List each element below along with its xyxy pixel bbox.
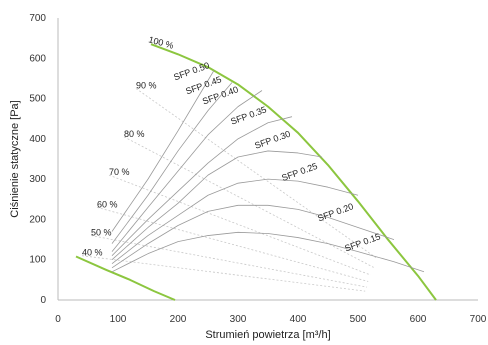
plot-area	[57, 18, 478, 301]
curve-labels: 100 %40 %50 %60 %70 %80 %90 %SFP 0.50SFP…	[82, 34, 382, 257]
sfp-curve-label: SFP 0.25	[280, 161, 319, 183]
sfp-curve-label: SFP 0.35	[229, 104, 268, 126]
speed-curve-label: 40 %	[82, 248, 103, 258]
speed-control-line	[135, 88, 377, 259]
y-tick-label: 400	[29, 134, 46, 145]
y-tick-label: 200	[29, 214, 46, 225]
sfp-curve	[111, 70, 215, 232]
x-tick-label: 400	[290, 314, 307, 325]
speed-control-line	[90, 235, 368, 288]
x-tick-label: 300	[230, 314, 247, 325]
max-performance-curve	[150, 43, 437, 301]
x-tick-label: 500	[350, 314, 367, 325]
sfp-curve	[111, 82, 233, 244]
x-tick-label: 600	[410, 314, 427, 325]
sfp-curve	[111, 150, 323, 261]
sfp-curve	[111, 116, 293, 256]
speed-control-line	[108, 174, 371, 276]
sfp-curve	[111, 231, 425, 273]
sfp-curve	[111, 204, 395, 269]
y-tick-label: 0	[40, 295, 46, 306]
y-tick-label: 600	[29, 53, 46, 64]
y-tick-label: 700	[29, 13, 46, 24]
sfp-curve-label: SFP 0.30	[253, 129, 292, 151]
speed-curve-label: 70 %	[109, 167, 130, 177]
speed-curve-label: 50 %	[91, 228, 112, 238]
x-tick-label: 200	[170, 314, 187, 325]
y-axis-title: Ciśnienie statyczne [Pa]	[9, 100, 21, 217]
sfp-curve-label: SFP 0.15	[343, 231, 382, 253]
y-tick-label: 500	[29, 94, 46, 105]
speed-control-line	[123, 136, 374, 268]
sfp-curves	[111, 70, 425, 273]
control-lines	[81, 88, 377, 292]
x-tick-label: 100	[110, 314, 127, 325]
speed-curve-label: 90 %	[136, 81, 157, 91]
x-tick-labels: 0 100 200 300 400 500 600 700	[55, 314, 487, 325]
x-tick-label: 700	[470, 314, 487, 325]
min-performance-curve	[75, 255, 176, 301]
speed-curve-label: 80 %	[124, 129, 145, 139]
speed-control-line	[96, 206, 369, 282]
x-tick-label: 0	[55, 314, 61, 325]
x-axis-title: Strumień powietrza [m³/h]	[205, 329, 330, 341]
speed-control-line	[81, 255, 366, 292]
sfp-curve	[111, 90, 263, 252]
y-tick-label: 100	[29, 255, 46, 266]
y-tick-label: 300	[29, 174, 46, 185]
y-tick-labels: 0 100 200 300 400 500 600 700	[29, 13, 46, 306]
sfp-curve	[111, 178, 359, 265]
speed-curve-label: 60 %	[97, 199, 118, 209]
